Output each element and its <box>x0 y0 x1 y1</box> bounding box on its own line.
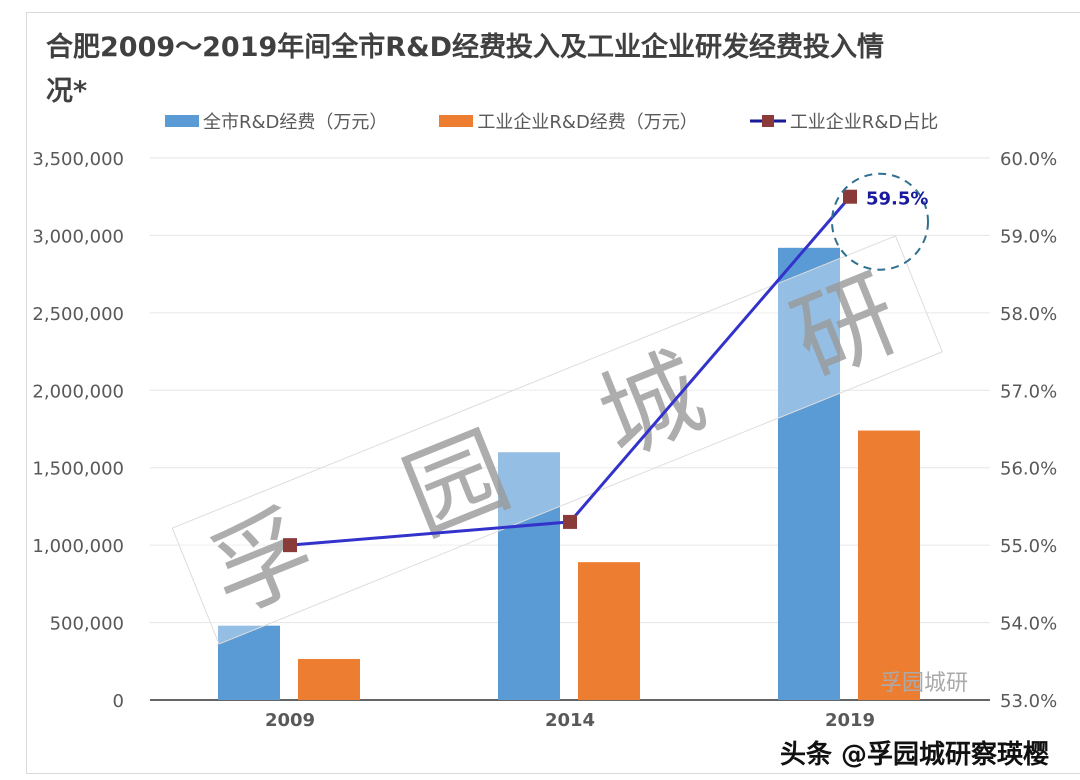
bar <box>498 452 560 700</box>
bar <box>218 625 280 700</box>
right-tick-label: 60.0% <box>1000 149 1057 170</box>
chart-frame <box>26 12 1080 774</box>
legend-swatch <box>165 115 199 127</box>
annotation-label: 59.5% <box>866 189 928 210</box>
right-tick-label: 57.0% <box>1000 381 1057 402</box>
right-tick-label: 55.0% <box>1000 536 1057 557</box>
left-tick-label: 2,000,000 <box>32 381 124 402</box>
watermark-band: 孚园城研 <box>171 235 943 645</box>
left-tick-label: 500,000 <box>50 614 124 635</box>
legend-label: 工业企业R&D占比 <box>789 112 939 133</box>
right-tick-label: 53.0% <box>1000 691 1057 712</box>
x-tick-label: 2014 <box>545 710 595 731</box>
x-tick-label: 2009 <box>265 710 315 731</box>
right-tick-label: 58.0% <box>1000 304 1057 325</box>
left-tick-label: 1,500,000 <box>32 459 124 480</box>
footer-watermark: 头条 @孚园城研察瑛樱 <box>780 740 1050 770</box>
left-tick-label: 3,000,000 <box>32 226 124 247</box>
chart-title: 合肥2009～2019年间全市R&D经费投入及工业企业研发经费投入情况* <box>46 32 885 107</box>
legend-label: 工业企业R&D经费（万元） <box>477 112 698 133</box>
bar <box>298 658 360 700</box>
bar <box>778 247 840 700</box>
x-tick-label: 2019 <box>825 710 875 731</box>
right-tick-label: 54.0% <box>1000 614 1057 635</box>
legend-item-industry: 工业企业R&D经费（万元） <box>439 108 698 134</box>
left-tick-label: 3,500,000 <box>32 149 124 170</box>
bar <box>578 562 640 700</box>
legend-swatch <box>439 115 474 127</box>
legend: 全市R&D经费（万元） 工业企业R&D经费（万元） 工业企业R&D占比 <box>165 108 938 134</box>
legend-item-city: 全市R&D经费（万元） <box>165 108 387 134</box>
watermark-band-bg <box>171 235 943 645</box>
ratio-marker <box>843 189 857 204</box>
left-tick-label: 2,500,000 <box>32 304 124 325</box>
legend-line-marker <box>749 115 786 127</box>
left-tick-label: 0 <box>113 691 124 712</box>
annotation-circle <box>831 172 929 271</box>
ratio-marker <box>283 538 297 553</box>
ratio-marker <box>563 514 577 529</box>
legend-label: 全市R&D经费（万元） <box>203 112 388 133</box>
bar <box>858 430 920 700</box>
right-tick-label: 59.0% <box>1000 226 1057 247</box>
legend-item-ratio: 工业企业R&D占比 <box>749 108 939 134</box>
right-tick-label: 56.0% <box>1000 459 1057 480</box>
wechat-watermark: 孚园城研 <box>880 671 968 696</box>
left-tick-label: 1,000,000 <box>32 536 124 557</box>
